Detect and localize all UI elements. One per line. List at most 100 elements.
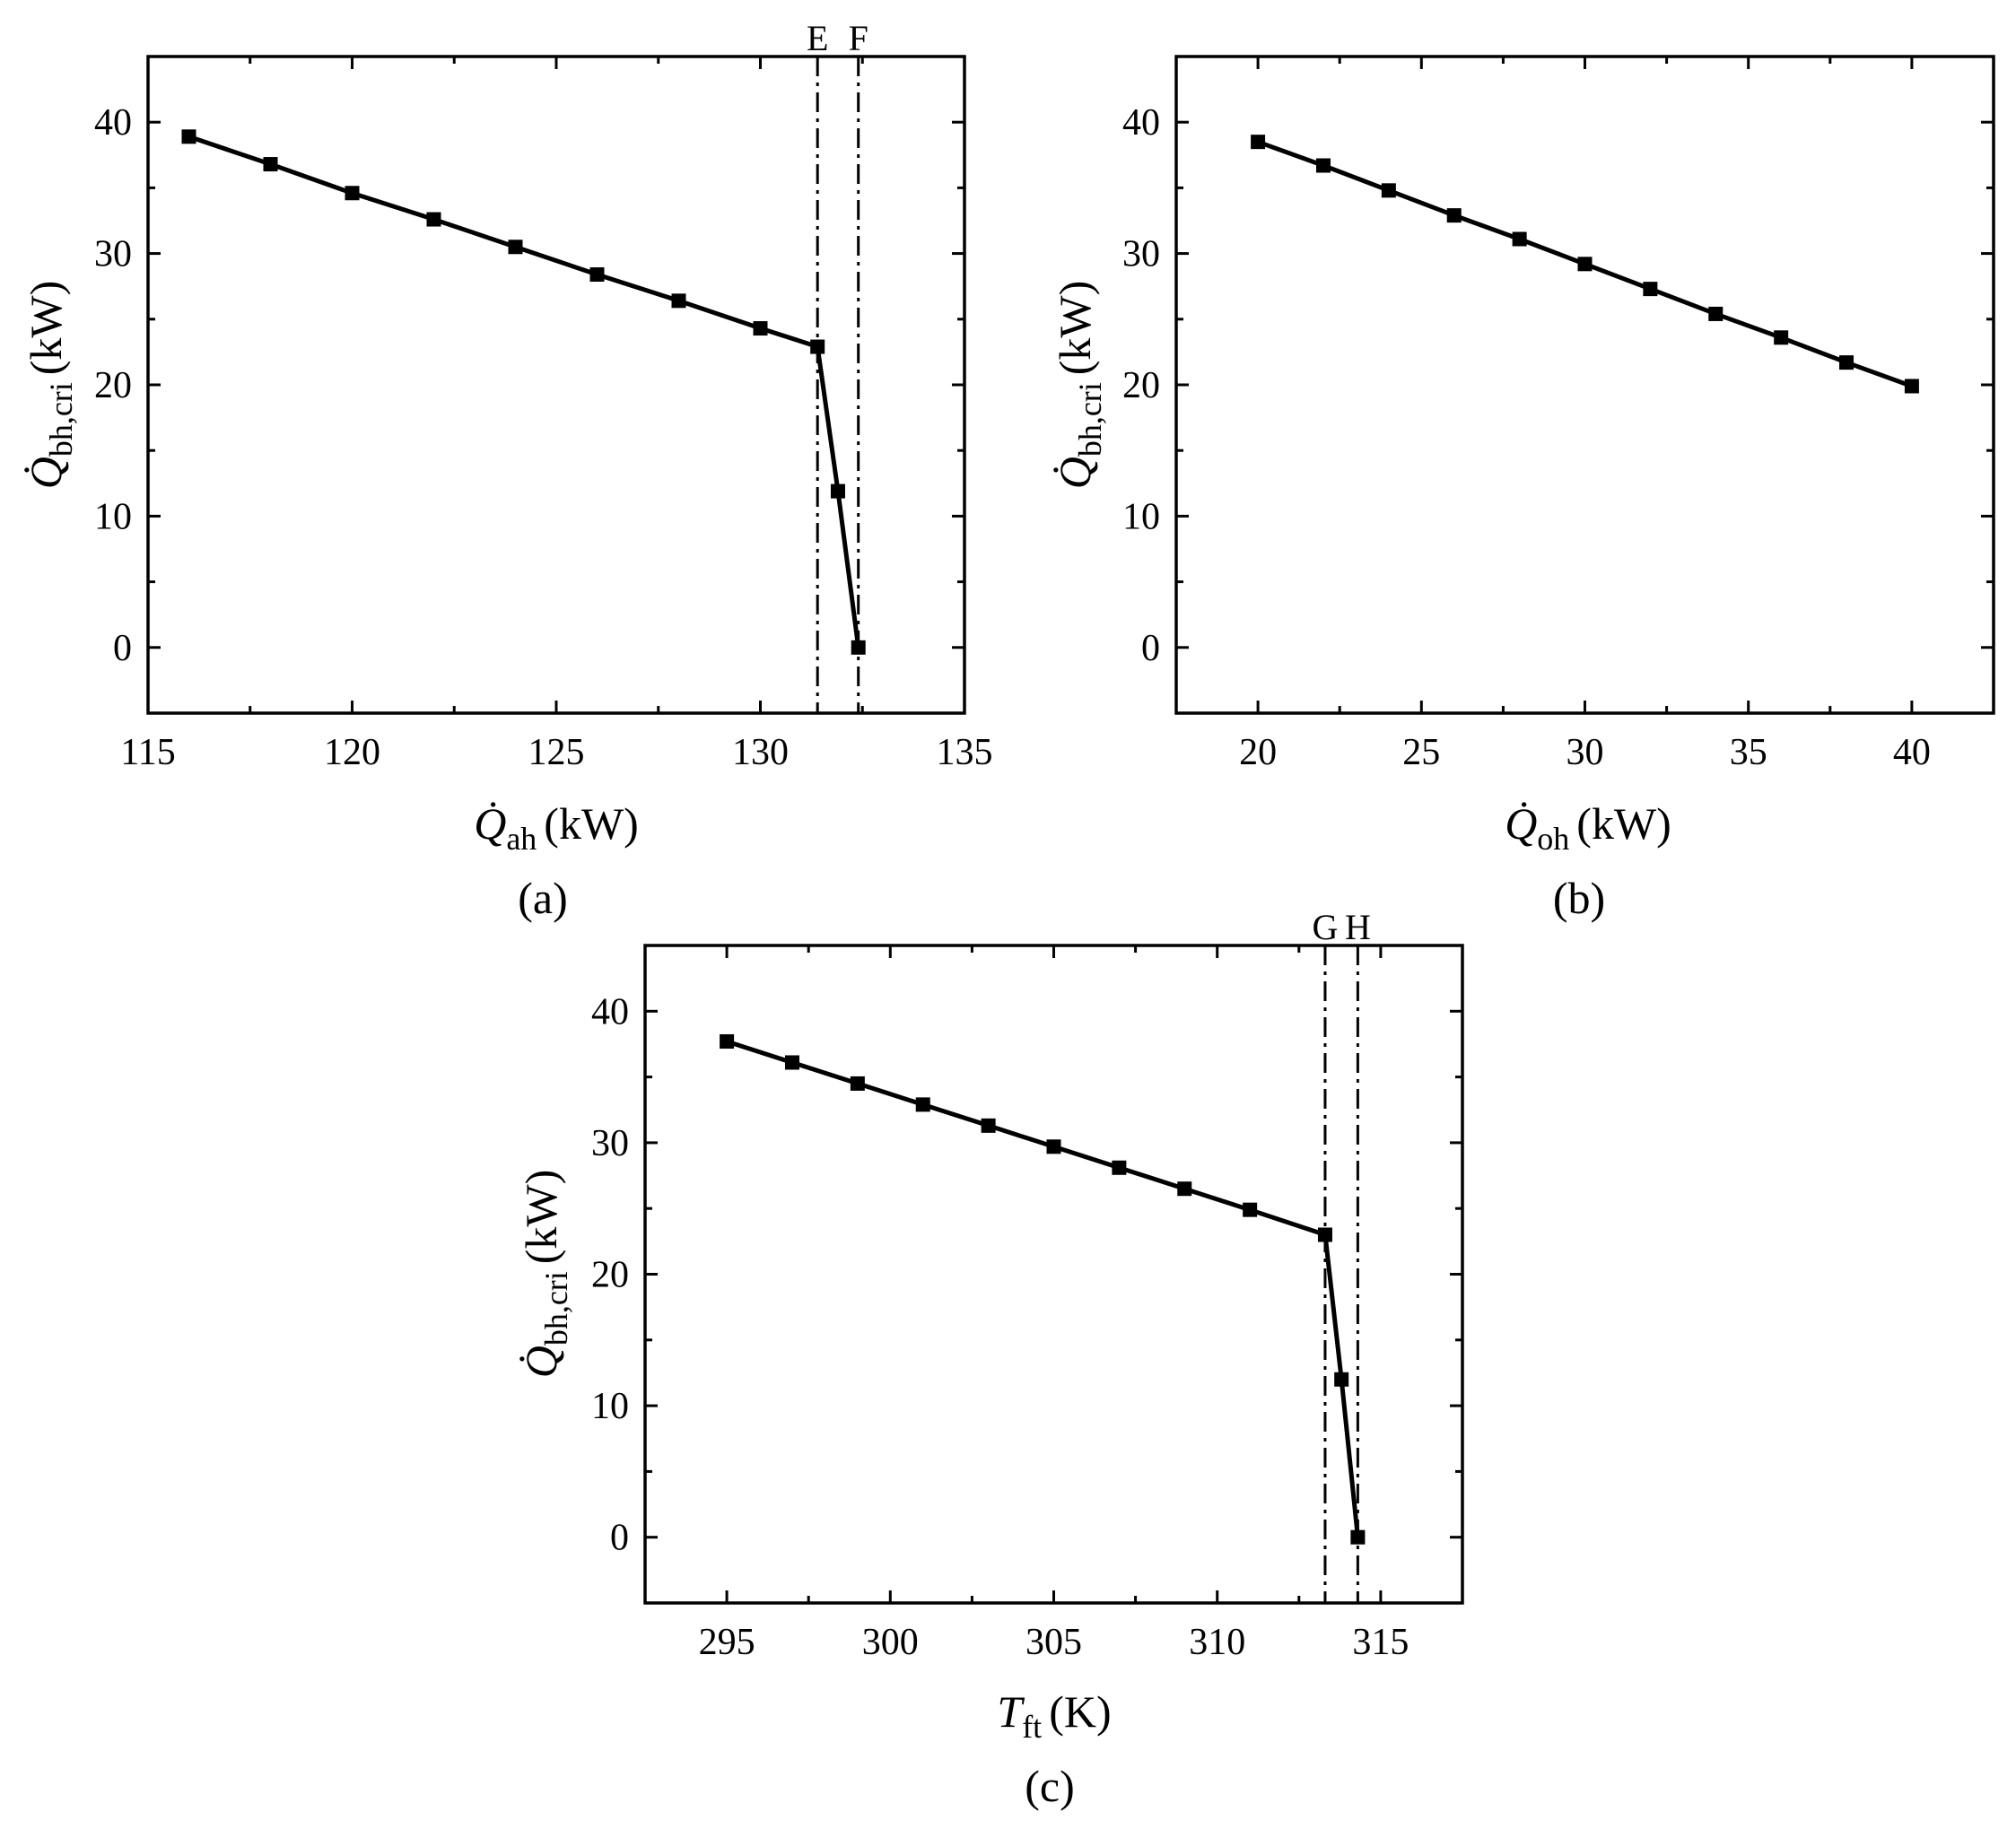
x-tick-label: 305 <box>1025 1622 1082 1663</box>
y-axis-unit-a: (kW) <box>21 281 71 376</box>
y-tick-label: 10 <box>94 496 132 537</box>
data-point <box>830 483 845 499</box>
x-axis-label-b: Q̇oh (kW) <box>1505 798 1671 857</box>
y-axis-symbol-c: Q̇ <box>516 1346 566 1378</box>
y-axis-label-a: Q̇bh,cri (kW) <box>21 281 79 490</box>
data-point <box>1577 257 1593 272</box>
data-point <box>508 240 523 255</box>
data-point <box>1381 183 1396 198</box>
y-axis-label-b: Q̇bh,cri (kW) <box>1050 281 1108 490</box>
x-tick-label: 30 <box>1567 732 1604 773</box>
data-point <box>181 129 196 144</box>
svg-text:Q̇bh,cri(kW): Q̇bh,cri (kW) <box>516 1170 574 1379</box>
reference-line-label-G: G <box>1313 907 1339 947</box>
series-a <box>181 129 866 655</box>
y-tick-label: 40 <box>591 991 629 1032</box>
data-point <box>1708 306 1724 321</box>
data-point <box>1350 1529 1366 1545</box>
data-point <box>1315 158 1331 173</box>
data-point <box>1317 1227 1332 1242</box>
x-axis-symbol-b: Q̇ <box>1505 798 1537 849</box>
data-point <box>263 157 278 172</box>
x-tick-label: 20 <box>1239 732 1277 773</box>
data-point <box>426 212 441 227</box>
svg-text:Q̇bh,cri(kW): Q̇bh,cri (kW) <box>1050 281 1108 490</box>
plot-frame-a <box>146 55 966 715</box>
series-line <box>188 134 861 649</box>
series-line <box>726 1039 1360 1537</box>
x-tick-label: 115 <box>120 732 175 773</box>
x-tick-label: 40 <box>1893 732 1931 773</box>
ticks-b: 20 25 30 35 40 0 10 20 30 40 <box>1122 57 1994 773</box>
data-point <box>720 1034 735 1050</box>
x-axis-unit-a: (kW) <box>544 798 639 849</box>
data-point <box>1446 208 1462 223</box>
y-tick-label: 40 <box>94 102 132 144</box>
y-axis-unit-b: (kW) <box>1050 281 1100 376</box>
data-point <box>784 1055 799 1070</box>
data-point <box>1177 1181 1192 1197</box>
data-point <box>1046 1139 1061 1154</box>
series-c <box>720 1034 1366 1545</box>
data-point <box>1512 231 1527 247</box>
data-point <box>1112 1160 1127 1175</box>
data-point <box>1839 355 1855 370</box>
data-point <box>671 293 686 309</box>
x-axis-subscript-a: ah <box>506 821 537 857</box>
y-tick-label: 0 <box>610 1518 629 1559</box>
y-tick-label: 20 <box>591 1255 629 1296</box>
y-axis-symbol-a: Q̇ <box>21 457 71 489</box>
svg-text:Q̇bh,cri(kW): Q̇bh,cri (kW) <box>21 281 79 490</box>
reference-line-label-F: F <box>849 18 868 58</box>
y-axis-label-c: Q̇bh,cri (kW) <box>516 1170 574 1379</box>
data-point <box>1643 282 1658 297</box>
y-axis-subscript-b: bh,cri <box>1072 382 1108 457</box>
x-axis-unit-b: (kW) <box>1576 798 1671 849</box>
y-axis-subscript-c: bh,cri <box>538 1271 574 1346</box>
y-tick-label: 30 <box>591 1123 629 1164</box>
y-tick-label: 0 <box>1141 628 1160 669</box>
y-axis-subscript-a: bh,cri <box>43 382 79 457</box>
y-tick-label: 20 <box>1122 365 1160 406</box>
y-tick-label: 10 <box>591 1386 629 1427</box>
x-axis-label-a: Q̇ah (kW) <box>474 798 639 857</box>
x-tick-label: 315 <box>1352 1622 1409 1663</box>
data-point <box>810 339 825 354</box>
y-tick-label: 40 <box>1122 102 1160 144</box>
x-axis-subscript-c: ft <box>1022 1709 1042 1745</box>
x-axis-symbol-c: T <box>997 1686 1025 1737</box>
x-tick-label: 120 <box>324 732 380 773</box>
data-point <box>850 1076 865 1091</box>
x-tick-label: 295 <box>699 1622 755 1663</box>
series-b <box>1251 135 1919 394</box>
panel-label-b: (b) <box>1553 873 1605 923</box>
data-point <box>1334 1372 1349 1387</box>
plot-frame-c <box>643 944 1464 1605</box>
x-axis-symbol-a: Q̇ <box>474 798 506 849</box>
x-tick-label: 300 <box>862 1622 919 1663</box>
x-tick-label: 135 <box>937 732 993 773</box>
data-point <box>345 186 360 201</box>
panel-label-c: (c) <box>1025 1761 1075 1811</box>
data-point <box>981 1118 996 1133</box>
y-axis-unit-c: (kW) <box>516 1170 566 1265</box>
y-tick-label: 30 <box>94 234 132 275</box>
data-point <box>1243 1202 1258 1217</box>
data-point <box>1774 330 1789 345</box>
ticks-c: 295 300 305 310 315 0 10 20 30 40 <box>591 945 1462 1663</box>
panel-label-a: (a) <box>518 873 568 923</box>
x-tick-label: 130 <box>732 732 789 773</box>
ticks-a: 115 120 125 130 135 0 10 20 30 40 <box>94 57 993 773</box>
x-tick-label: 125 <box>528 732 585 773</box>
data-point <box>589 267 605 283</box>
x-tick-label: 310 <box>1189 1622 1245 1663</box>
data-point <box>915 1097 930 1112</box>
data-point <box>753 321 768 336</box>
reference-line-label-H: H <box>1345 907 1371 947</box>
